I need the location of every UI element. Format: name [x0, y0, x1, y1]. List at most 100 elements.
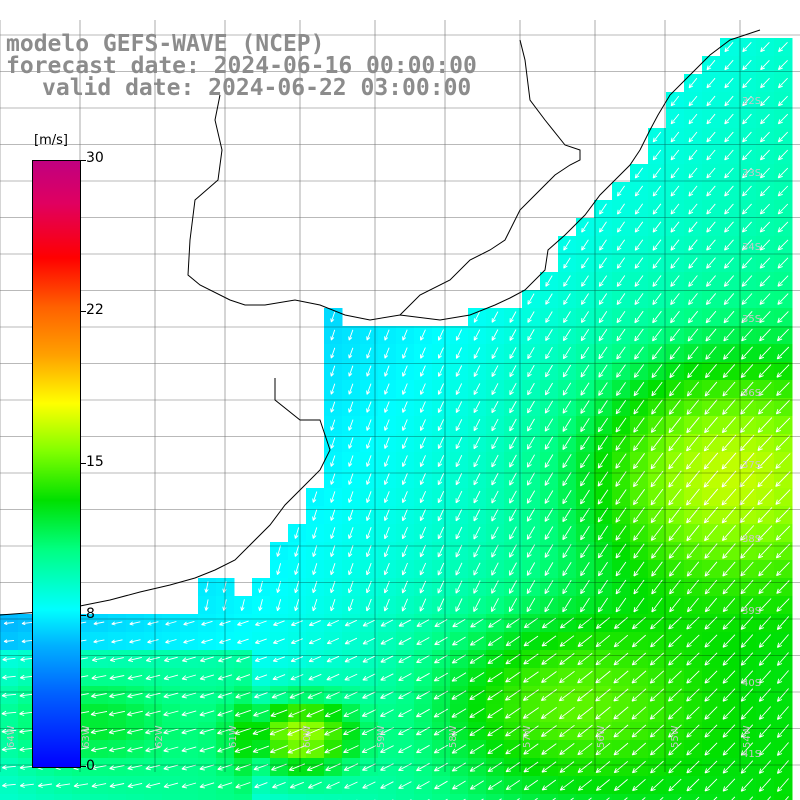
wind-arrow	[541, 743, 557, 755]
wind-arrow	[760, 95, 770, 107]
wind-arrow	[235, 782, 251, 789]
wind-arrow	[21, 621, 33, 626]
lat-label: 32S	[742, 96, 761, 107]
wind-arrow	[580, 346, 590, 360]
wind-arrow	[344, 637, 358, 645]
wind-arrow	[775, 471, 791, 487]
wind-arrow	[289, 691, 305, 699]
wind-arrow	[559, 617, 574, 629]
wind-arrow	[90, 710, 108, 717]
wind-arrow	[677, 796, 682, 800]
wind-arrow	[348, 383, 354, 395]
wind-arrow	[632, 489, 645, 506]
wind-arrow	[759, 293, 771, 305]
wind-arrow	[580, 507, 590, 523]
wind-cell	[216, 794, 235, 800]
wind-speed-cells	[0, 38, 793, 800]
wind-arrow	[343, 745, 359, 754]
wind-arrow	[758, 598, 772, 612]
wind-arrow	[686, 706, 700, 720]
wind-arrow	[272, 674, 286, 681]
wind-arrow	[455, 598, 463, 612]
wind-arrow	[704, 399, 718, 415]
wind-arrow	[597, 471, 609, 487]
coastline	[187, 29, 761, 321]
wind-arrow	[613, 760, 629, 774]
wind-arrow	[473, 544, 481, 558]
wind-arrow	[558, 688, 575, 702]
wind-arrow	[758, 706, 772, 720]
wind-arrow	[776, 328, 789, 342]
wind-arrow	[562, 454, 572, 469]
wind-arrow	[505, 761, 521, 773]
wind-arrow	[163, 710, 179, 717]
wind-arrow	[401, 544, 408, 558]
wind-arrow	[348, 563, 354, 576]
wind-arrow	[437, 329, 444, 341]
wind-arrow	[473, 562, 481, 576]
wind-arrow	[633, 597, 645, 613]
wind-arrow	[562, 472, 572, 487]
wind-arrow	[398, 619, 412, 627]
wind-arrow	[330, 455, 336, 467]
wind-arrow	[308, 656, 322, 663]
wind-arrow	[633, 381, 645, 397]
wind-arrow	[91, 675, 107, 681]
wind-arrow	[509, 454, 517, 468]
wind-arrow	[631, 706, 647, 720]
wind-arrow	[688, 113, 698, 125]
wind-arrow	[723, 293, 735, 306]
wind-arrow	[199, 782, 215, 789]
longitude-labels: 64W 63W 62W 61W 60W 59W 58W 57W 56W 55W 54W	[6, 725, 753, 748]
wind-arrow	[20, 656, 34, 662]
wind-arrow	[509, 329, 517, 341]
wind-arrow	[398, 745, 412, 753]
wind-arrow	[598, 257, 607, 269]
forecast-date: forecast date: 2024-06-16 00:00:00	[6, 53, 477, 79]
wind-arrow	[741, 328, 753, 342]
wind-arrow	[597, 507, 609, 523]
wind-cell	[504, 794, 523, 800]
wind-arrow	[695, 796, 700, 800]
wind-arrow	[491, 311, 499, 323]
wind-arrow	[383, 580, 390, 594]
wind-arrow	[598, 293, 608, 305]
wind-arrow	[93, 639, 105, 644]
wind-arrow	[597, 597, 609, 613]
wind-arrow	[164, 656, 178, 663]
wind-arrow	[473, 436, 481, 450]
wind-arrow	[580, 597, 590, 613]
wind-arrow	[312, 598, 318, 612]
wind-arrow	[330, 419, 336, 431]
wind-arrow	[688, 239, 698, 251]
wind-arrow	[491, 347, 499, 359]
wind-arrow	[540, 689, 557, 702]
wind-arrow	[506, 618, 520, 628]
wind-arrow	[308, 620, 321, 627]
wind-arrow	[380, 709, 394, 717]
wind-arrow	[686, 525, 700, 542]
wind-arrow	[380, 745, 394, 753]
wind-arrow	[705, 346, 717, 360]
wind-arrow	[294, 527, 300, 539]
lat-lon-grid	[0, 20, 800, 772]
wind-arrow	[741, 239, 753, 251]
wind-arrow	[343, 709, 359, 717]
wind-arrow	[740, 706, 754, 720]
wind-arrow	[491, 562, 499, 576]
wind-arrow	[344, 655, 358, 663]
wind-arrow	[541, 671, 557, 683]
wind-arrow	[491, 400, 499, 414]
wind-arrow	[344, 781, 358, 789]
wind-arrow	[108, 710, 125, 717]
wind-arrow	[722, 724, 736, 738]
wind-cell	[666, 794, 685, 800]
wind-arrow	[330, 581, 336, 594]
wind-arrow	[669, 364, 681, 379]
wind-arrow	[741, 203, 752, 215]
wind-arrow	[577, 617, 592, 629]
wind-arrow	[688, 221, 698, 233]
wind-arrow	[237, 620, 249, 626]
wind-arrow	[540, 707, 557, 720]
wind-arrow	[631, 670, 647, 684]
